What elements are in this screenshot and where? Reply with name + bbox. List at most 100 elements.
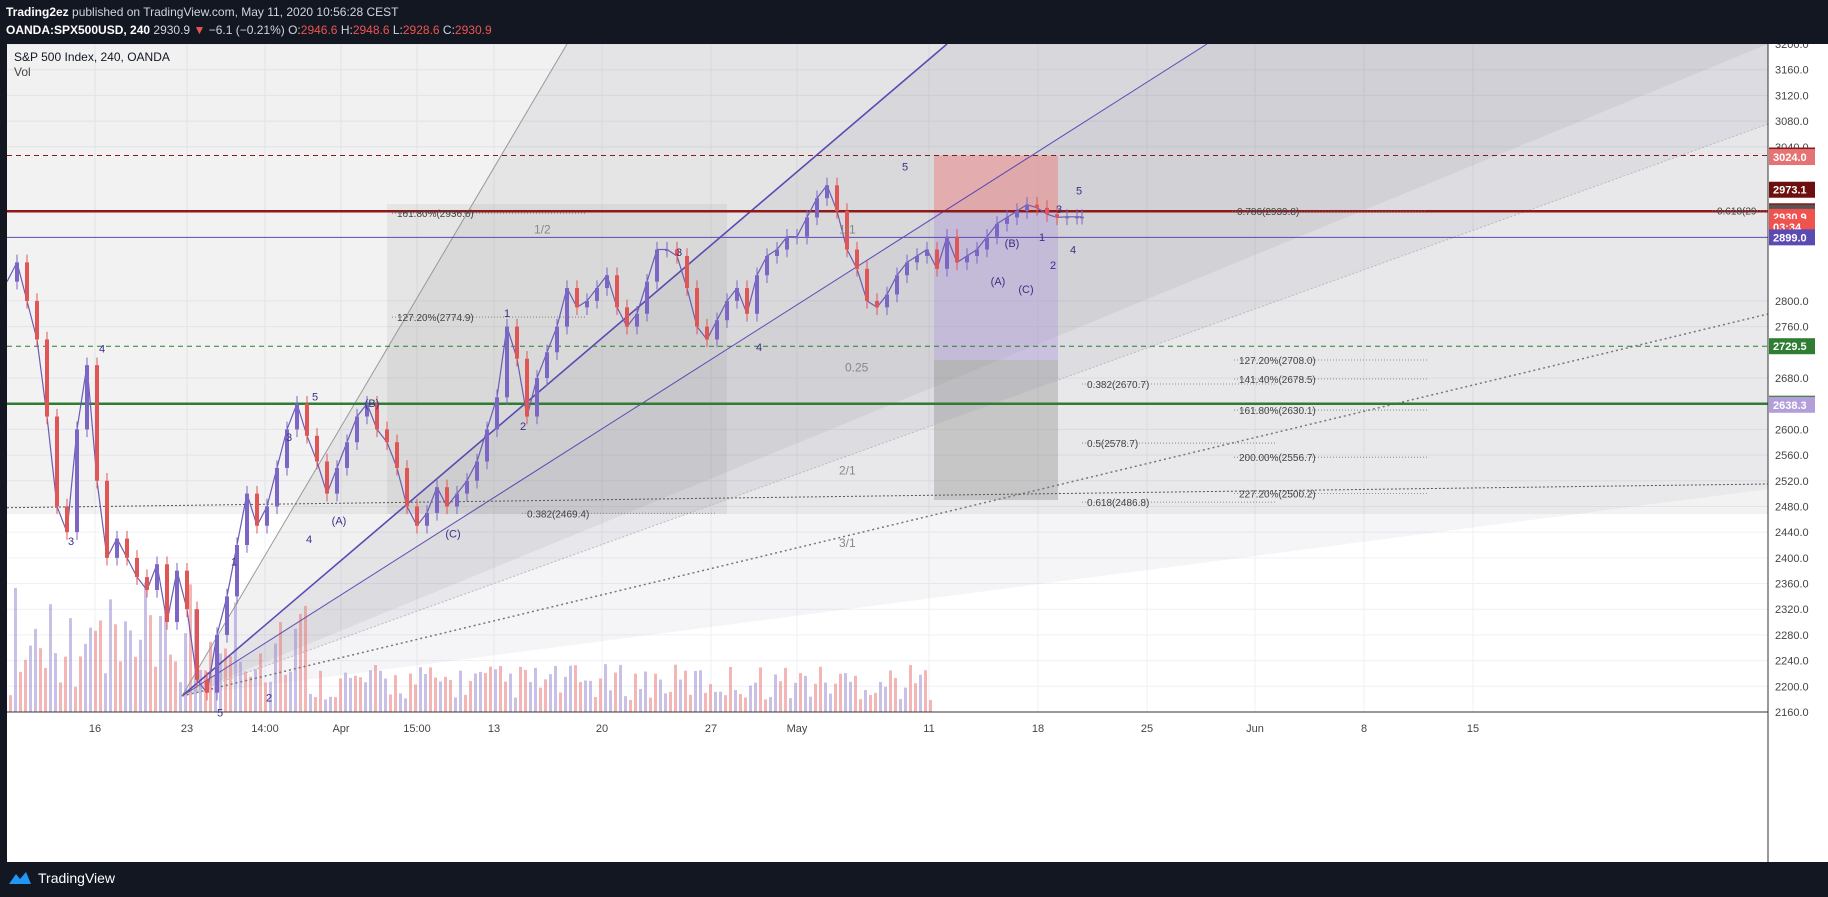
volume-bar: [579, 681, 582, 712]
candle-body: [305, 403, 309, 436]
volume-bar: [729, 666, 732, 712]
volume-bar: [599, 678, 602, 712]
volume-bar: [794, 682, 797, 712]
volume-bar: [54, 653, 57, 712]
volume-bar: [369, 670, 372, 712]
volume-bar: [244, 671, 247, 712]
volume-bar: [44, 667, 47, 712]
volume-bar: [329, 696, 332, 712]
volume-bar: [479, 671, 482, 712]
candle-body: [985, 236, 989, 250]
fib-label: 161.80%(2630.1): [1239, 406, 1316, 417]
price-badge: [1769, 338, 1815, 355]
candle-body: [245, 493, 249, 545]
candle-body: [845, 211, 849, 250]
price-chart[interactable]: 161.80%(2936.6) 127.20%(2774.9) 0.382(2469…: [6, 39, 1828, 862]
candle-body: [825, 185, 829, 199]
volume-bar: [634, 673, 637, 712]
volume-bar: [139, 639, 142, 712]
candle-body: [155, 564, 159, 590]
volume-bar: [404, 698, 407, 712]
price-badge-label: 2899.0: [1773, 232, 1807, 244]
candle-body: [755, 275, 759, 314]
candle-body: [445, 487, 449, 507]
candle-body: [225, 596, 229, 635]
fib-label: 0.382(2469.4): [527, 509, 589, 520]
candle-body: [855, 249, 859, 269]
candle-body: [215, 634, 219, 693]
volume-bar: [74, 686, 77, 712]
y-tick-label: 2480.0: [1775, 501, 1809, 513]
candle-body: [595, 288, 599, 301]
volume-bar: [869, 695, 872, 712]
volume-bar: [574, 665, 577, 712]
volume-bar: [819, 666, 822, 712]
wave-label: (A): [991, 276, 1006, 288]
volume-bar: [189, 584, 192, 712]
candle-body: [115, 538, 119, 558]
y-tick-label: 2800.0: [1775, 296, 1809, 308]
volume-bar: [539, 687, 542, 712]
last-price: 2930.9: [153, 23, 191, 37]
volume-bar: [309, 693, 312, 712]
candle-body: [1015, 211, 1019, 218]
volume-bar: [639, 688, 642, 712]
candle-body: [505, 326, 509, 398]
volume-bar: [734, 690, 737, 712]
tradingview-brand[interactable]: TradingView: [8, 870, 115, 886]
x-tick-label: 8: [1361, 723, 1367, 735]
candle-body: [175, 570, 179, 623]
volume-bar: [504, 681, 507, 712]
volume-bar: [624, 696, 627, 712]
volume-bar: [169, 654, 172, 712]
candle-body: [535, 378, 539, 417]
volume-bar: [159, 616, 162, 712]
volume-bar: [174, 661, 177, 712]
volume-bar: [389, 694, 392, 712]
fib-label: 0.382(2670.7): [1087, 380, 1149, 391]
volume-bar: [764, 699, 767, 712]
candle-body: [565, 288, 569, 327]
publish-line: Trading2ez published on TradingView.com,…: [6, 5, 398, 19]
publish-header: Trading2ez published on TradingView.com,…: [0, 0, 1828, 44]
volume-bar: [279, 621, 282, 712]
candle-body: [555, 326, 559, 353]
candle-body: [295, 403, 299, 430]
candle-body: [165, 564, 169, 623]
candle-body: [125, 538, 129, 558]
volume-bar: [619, 664, 622, 712]
volume-bar: [49, 604, 52, 712]
candle-body: [265, 506, 269, 526]
candle-body: [835, 185, 839, 211]
volume-bar: [269, 681, 272, 712]
volume-bar: [84, 643, 87, 712]
volume-bar: [749, 685, 752, 712]
price-badge-label: 2638.3: [1773, 400, 1807, 412]
volume-bar: [529, 682, 532, 712]
fib-label: 161.80%(2936.6): [397, 209, 474, 220]
candle-body: [695, 288, 699, 327]
candle-body: [575, 288, 579, 308]
volume-bar: [424, 673, 427, 712]
publisher-name[interactable]: Trading2ez: [6, 5, 69, 19]
candle-body: [135, 557, 139, 578]
volume-bar: [814, 683, 817, 712]
volume-bar: [609, 690, 612, 712]
volume-bar: [109, 599, 112, 712]
price-axis[interactable]: [1768, 44, 1828, 862]
fib-label: 0.786(2939.8): [1237, 207, 1299, 218]
candle-body: [735, 288, 739, 301]
published-text: published on TradingView.com, May 11, 20…: [72, 5, 399, 19]
volume-bar: [709, 684, 712, 712]
candle-body: [685, 255, 689, 289]
tradingview-logo-icon: [9, 872, 31, 884]
candle-body: [815, 198, 819, 218]
gann-line-3-1: [181, 313, 1769, 697]
volume-bar: [324, 699, 327, 712]
legend-title: S&P 500 Index, 240, OANDA: [14, 50, 170, 64]
chart-frame[interactable]: 161.80%(2936.6) 127.20%(2774.9) 0.382(2469…: [6, 39, 1828, 862]
volume-bar: [104, 673, 107, 712]
gann-zone: [182, 44, 1768, 696]
candle-body: [285, 429, 289, 468]
candle-body: [195, 609, 199, 680]
